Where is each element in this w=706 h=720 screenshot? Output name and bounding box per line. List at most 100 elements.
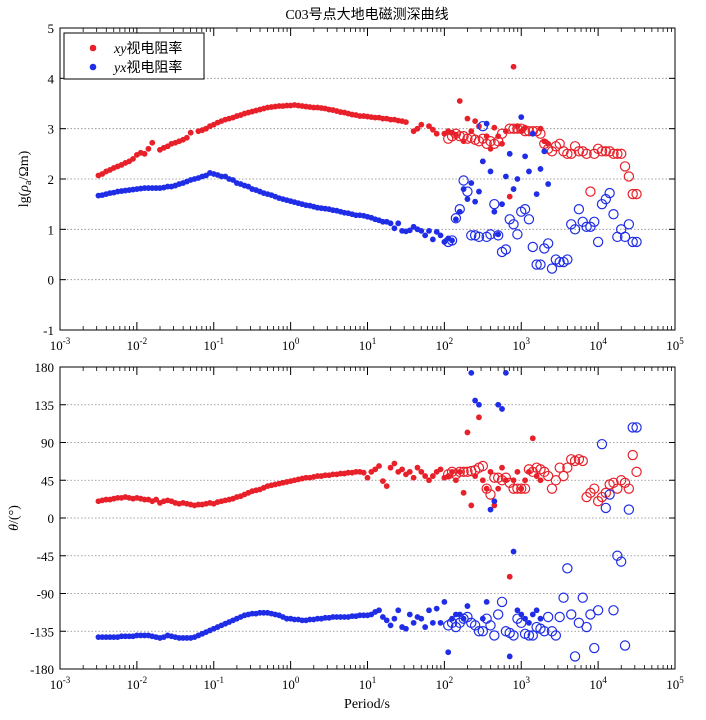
xy-open-point <box>462 466 473 478</box>
yx-open-point <box>542 238 554 249</box>
yx-open-point <box>519 203 531 215</box>
yx-open-point <box>542 611 554 623</box>
xy-filled-point <box>410 474 417 481</box>
yx-filled-point <box>495 401 502 408</box>
x-tick-label: 101 <box>359 675 377 692</box>
xy-open-point <box>623 171 635 182</box>
xy-filled-point <box>426 477 432 484</box>
yx-filled-point <box>499 201 505 208</box>
yx-filled-point <box>510 186 517 192</box>
yx-open-point <box>592 236 604 248</box>
yx-filled-point <box>487 506 494 513</box>
x-tick-label: 10-1 <box>204 336 225 353</box>
xy-open-point <box>454 131 465 142</box>
yx-open-point <box>623 219 635 230</box>
yx-filled-point <box>387 622 394 629</box>
xy-filled-point <box>491 502 498 509</box>
xy-filled-point <box>141 150 148 157</box>
xy-filled-point <box>387 464 394 471</box>
yx-filled-point <box>514 607 521 614</box>
xy-open-point <box>558 470 569 482</box>
xy-filled-point <box>529 435 536 442</box>
y-tick-label: 135 <box>35 398 55 413</box>
yx-open-point <box>546 263 558 274</box>
phase-panel: -180 -135 -90 -45 0 45 90 135 180 10-3 10-2 10-1 100… <box>7 360 684 712</box>
legend: xy视电阻率 yx视电阻率 <box>63 32 205 80</box>
xy-filled-point <box>414 464 421 471</box>
yx-open-point <box>485 620 496 631</box>
yx-filled-point <box>429 619 436 626</box>
yx-filled-point <box>522 153 528 160</box>
xy-open-point <box>619 477 631 488</box>
yx-open-point <box>550 630 562 641</box>
xy-open-point <box>546 483 558 494</box>
xy-filled-point <box>360 469 367 476</box>
xy-filled-point <box>391 460 398 467</box>
yx-filled-point <box>533 607 540 614</box>
phase-markers <box>95 369 642 662</box>
yx-filled-point <box>506 150 513 157</box>
yx-open-point <box>608 605 619 616</box>
x-tick-label: 101 <box>359 336 377 353</box>
yx-open-point <box>446 235 458 246</box>
yx-open-point <box>450 213 462 224</box>
xy-open-point <box>516 483 527 494</box>
y-tick-label: 90 <box>41 436 54 451</box>
yx-filled-point <box>437 619 444 626</box>
yx-filled-point <box>433 228 440 235</box>
y-tick-label: 3 <box>48 122 55 137</box>
x-tick-label: 102 <box>436 675 454 692</box>
yx-filled-point <box>491 208 498 215</box>
yx-open-point <box>627 422 638 433</box>
yx-filled-point <box>529 611 536 618</box>
yx-open-point <box>512 229 523 240</box>
xy-open-point <box>454 466 465 478</box>
xy-open-point <box>596 146 608 157</box>
xy-open-point <box>504 477 515 488</box>
yx-filled-point <box>529 130 536 137</box>
yx-open-point <box>581 221 592 233</box>
yx-filled-point <box>441 598 448 605</box>
x-tick-label: 10-1 <box>204 675 225 692</box>
legend-box <box>63 32 205 80</box>
legend-yx-label: yx视电阻率 <box>112 59 182 76</box>
legend-xy-label: xy视电阻率 <box>113 40 182 57</box>
yx-open-point <box>523 214 535 225</box>
yx-filled-point <box>426 227 432 234</box>
yx-open-point <box>562 254 573 265</box>
yx-open-point <box>496 596 508 608</box>
yx-filled-point <box>426 607 432 614</box>
yx-open-point <box>615 556 627 567</box>
xy-filled-point <box>468 128 475 135</box>
yx-filled-point <box>418 227 425 234</box>
xy-filled-point <box>372 466 379 473</box>
yx-open-point <box>473 626 485 637</box>
yx-filled-point <box>437 232 444 239</box>
x-tick-label: 100 <box>282 675 300 692</box>
yx-open-point <box>631 422 642 433</box>
yx-open-point <box>469 620 481 631</box>
yx-open-point <box>523 630 535 641</box>
xy-filled-point <box>491 124 498 131</box>
x-tick-label: 100 <box>282 336 300 353</box>
yx-filled-point <box>479 615 486 622</box>
x-tick-label: 10-2 <box>127 675 148 692</box>
resistivity-gridlines <box>60 77 675 281</box>
yx-open-point <box>619 640 631 651</box>
yx-open-point <box>554 256 565 268</box>
xy-open-point <box>623 483 635 494</box>
legend-xy-marker <box>89 44 97 52</box>
xy-open-point <box>608 148 619 160</box>
x-tick-label: 102 <box>436 336 454 353</box>
yx-open-point <box>527 630 538 641</box>
y-tick-label: -135 <box>30 624 54 639</box>
apparent-resistivity-panel: -1 0 1 2 3 4 5 10-3 10-2 10-1 100 101 102 103 104 105 l… <box>17 21 684 353</box>
xy-filled-point <box>399 466 405 473</box>
yx-open-point <box>477 120 489 132</box>
yx-open-point <box>573 617 585 629</box>
yx-filled-point <box>391 615 398 622</box>
resistivity-markers <box>95 63 642 274</box>
xy-open-point <box>535 128 546 139</box>
xy-filled-point <box>464 115 471 122</box>
yx-open-point <box>612 550 623 561</box>
